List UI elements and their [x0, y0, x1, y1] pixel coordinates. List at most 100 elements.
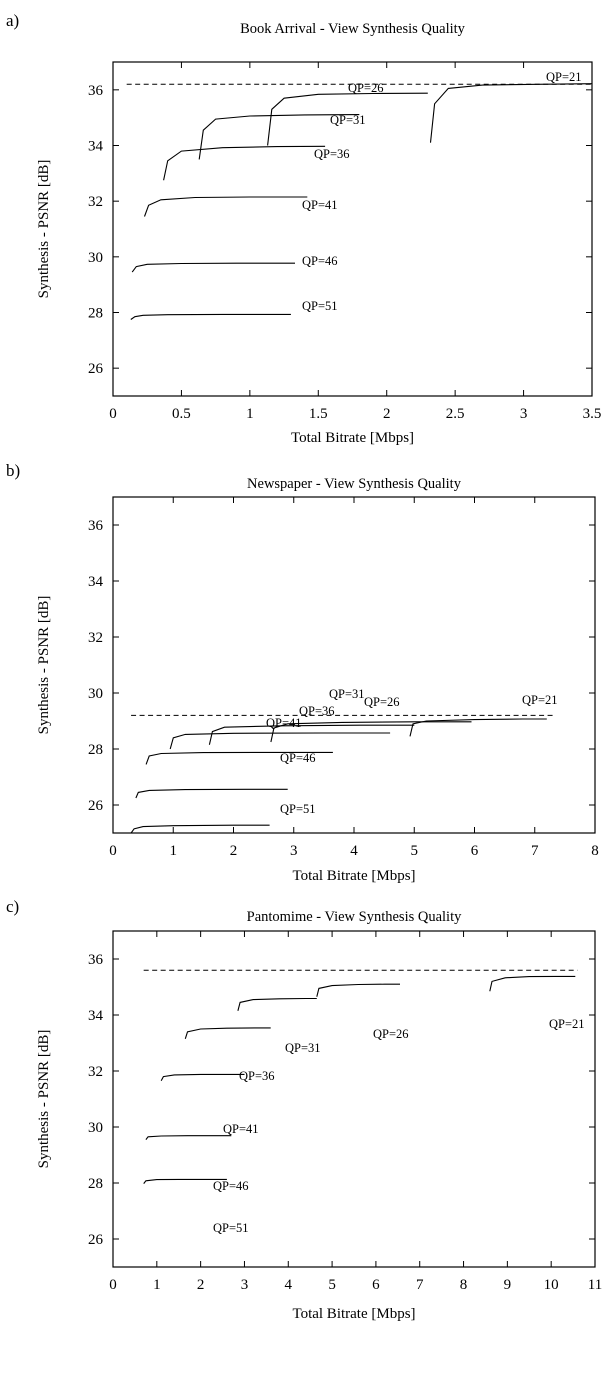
series-line-qp-51 — [130, 824, 270, 834]
x-tick-label: 10 — [544, 1277, 559, 1293]
x-tick-label: 1 — [170, 843, 178, 859]
x-tick-label: 5 — [411, 843, 419, 859]
y-tick-label: 32 — [88, 194, 103, 210]
x-tick-label: 8 — [460, 1277, 468, 1293]
x-tick-label: 1 — [246, 406, 254, 422]
series-line-qp-21 — [429, 83, 593, 143]
x-axis-label: Total Bitrate [Mbps] — [292, 868, 415, 884]
y-tick-label: 34 — [88, 139, 104, 155]
chart-title: Pantomime - View Synthesis Quality — [247, 909, 462, 925]
y-tick-label: 28 — [88, 742, 103, 758]
series-line-qp-46 — [131, 262, 295, 273]
series-label: QP=21 — [546, 70, 582, 84]
x-tick-label: 6 — [372, 1277, 380, 1293]
panel-label: b) — [6, 461, 20, 480]
series-line-qp-46 — [145, 1135, 232, 1140]
y-tick-label: 30 — [88, 686, 103, 702]
x-tick-label: 1.5 — [309, 406, 328, 422]
chart-title: Newspaper - View Synthesis Quality — [247, 476, 462, 492]
series-label: QP=31 — [329, 687, 365, 701]
series-line-qp-41 — [160, 1073, 245, 1082]
y-tick-label: 36 — [88, 83, 104, 99]
series-line-qp-21 — [489, 975, 576, 992]
series-line-qp-41 — [143, 196, 308, 217]
series-label: QP=46 — [213, 1179, 249, 1193]
x-tick-label: 9 — [504, 1277, 512, 1293]
x-tick-label: 3 — [241, 1277, 249, 1293]
series-label: QP=46 — [302, 254, 338, 268]
series-line-qp-46 — [135, 788, 288, 799]
series-label: QP=26 — [364, 695, 400, 709]
x-axis-label: Total Bitrate [Mbps] — [292, 1306, 415, 1322]
y-tick-label: 34 — [88, 574, 104, 590]
panel-label: c) — [6, 897, 19, 916]
series-label: QP=36 — [314, 147, 350, 161]
x-tick-label: 7 — [531, 843, 539, 859]
series-line-qp-31 — [198, 114, 360, 160]
y-axis-label: Synthesis - PSNR [dB] — [36, 596, 52, 735]
series-line-qp-41 — [145, 751, 333, 765]
y-tick-label: 30 — [88, 250, 103, 266]
series-label: QP=41 — [223, 1122, 259, 1136]
x-tick-label: 6 — [471, 843, 479, 859]
series-label: QP=46 — [280, 751, 316, 765]
x-tick-label: 3.5 — [583, 406, 602, 422]
series-label: QP=36 — [299, 704, 335, 718]
y-tick-label: 32 — [88, 630, 103, 646]
x-tick-label: 11 — [588, 1277, 602, 1293]
y-tick-label: 28 — [88, 1176, 103, 1192]
x-tick-label: 4 — [285, 1277, 293, 1293]
x-tick-label: 3 — [290, 843, 298, 859]
y-tick-label: 32 — [88, 1064, 103, 1080]
series-line-qp-26 — [316, 983, 400, 997]
panel-label: a) — [6, 11, 19, 30]
x-tick-label: 2.5 — [446, 406, 465, 422]
series-label: QP=26 — [373, 1027, 409, 1041]
x-axis-label: Total Bitrate [Mbps] — [291, 430, 414, 446]
y-tick-label: 30 — [88, 1120, 103, 1136]
series-line-qp-21 — [409, 718, 547, 737]
y-tick-label: 34 — [88, 1008, 104, 1024]
series-label: QP=21 — [522, 693, 558, 707]
series-line-qp-36 — [163, 145, 326, 181]
series-line-qp-36 — [169, 732, 391, 750]
x-tick-label: 0.5 — [172, 406, 191, 422]
series-label: QP=51 — [280, 802, 316, 816]
y-tick-label: 26 — [88, 1232, 104, 1248]
x-tick-label: 2 — [383, 406, 391, 422]
y-tick-label: 28 — [88, 306, 103, 322]
x-tick-label: 8 — [591, 843, 599, 859]
series-label: QP=31 — [330, 113, 366, 127]
x-tick-label: 4 — [350, 843, 358, 859]
series-line-qp-26 — [267, 92, 428, 146]
series-line-qp-51 — [143, 1178, 227, 1184]
plot-frame — [112, 496, 596, 834]
x-tick-label: 1 — [153, 1277, 161, 1293]
chart-title: Book Arrival - View Synthesis Quality — [240, 21, 466, 37]
series-label: QP=26 — [348, 81, 384, 95]
y-axis-label: Synthesis - PSNR [dB] — [36, 160, 52, 299]
y-tick-label: 26 — [88, 798, 104, 814]
x-tick-label: 7 — [416, 1277, 424, 1293]
x-tick-label: 2 — [230, 843, 238, 859]
x-tick-label: 0 — [109, 1277, 117, 1293]
x-tick-label: 2 — [197, 1277, 205, 1293]
series-label: QP=36 — [239, 1069, 275, 1083]
series-label: QP=31 — [285, 1041, 321, 1055]
x-tick-label: 0 — [109, 843, 117, 859]
series-label: QP=51 — [302, 299, 338, 313]
x-tick-label: 3 — [520, 406, 528, 422]
series-label: QP=41 — [266, 716, 302, 730]
y-tick-label: 36 — [88, 952, 104, 968]
plot-frame — [112, 61, 593, 397]
y-tick-label: 36 — [88, 518, 104, 534]
series-line-qp-51 — [130, 313, 291, 320]
series-line-qp-36 — [184, 1027, 271, 1039]
series-label: QP=21 — [549, 1017, 585, 1031]
series-label: QP=41 — [302, 198, 338, 212]
x-tick-label: 5 — [328, 1277, 336, 1293]
x-tick-label: 0 — [109, 406, 117, 422]
y-tick-label: 26 — [88, 361, 104, 377]
series-label: QP=51 — [213, 1221, 249, 1235]
